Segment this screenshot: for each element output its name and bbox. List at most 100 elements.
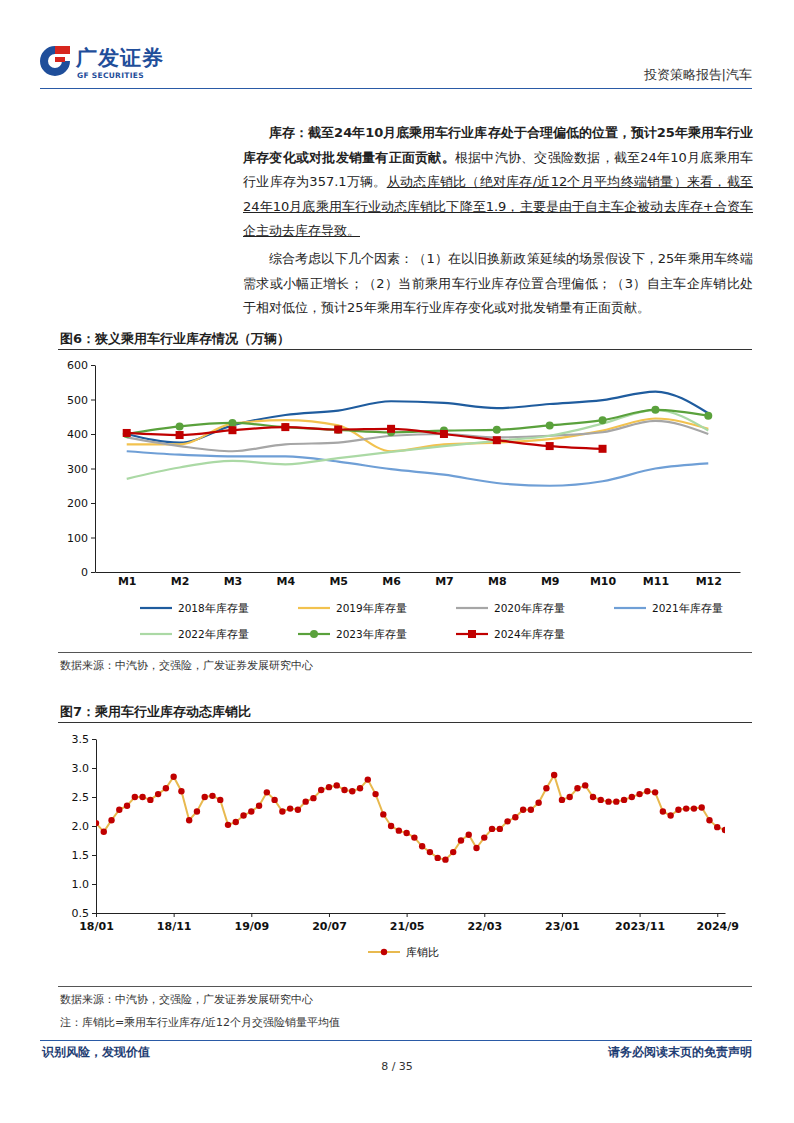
legend-label: 2019年库存量 xyxy=(336,602,407,614)
x-tick: M8 xyxy=(488,572,507,588)
y-tick-mark xyxy=(91,538,95,539)
x-axis-line xyxy=(96,572,741,573)
x-tick-label: M4 xyxy=(277,575,296,588)
data-point xyxy=(170,774,176,780)
legend-marker xyxy=(381,949,387,955)
y-tick-label: 1.0 xyxy=(72,878,90,891)
y-tick: 300 xyxy=(67,463,95,476)
series-line xyxy=(127,421,709,451)
x-tick-label: M8 xyxy=(488,575,507,588)
x-tick-label: 2023/11 xyxy=(615,920,665,933)
x-tick-mark xyxy=(640,913,641,917)
x-tick-mark xyxy=(407,913,408,917)
data-point xyxy=(209,793,215,799)
y-tick-mark xyxy=(91,572,95,573)
data-point xyxy=(714,824,720,830)
legend-item: 2019年库存量 xyxy=(298,602,407,614)
x-tick: M6 xyxy=(382,572,401,588)
y-tick-label: 2.0 xyxy=(72,820,90,833)
data-point xyxy=(704,412,712,420)
y-tick-label: 0.5 xyxy=(72,907,90,920)
x-tick: M11 xyxy=(643,572,669,588)
data-point xyxy=(202,794,208,800)
data-point xyxy=(675,807,681,813)
x-tick-mark xyxy=(329,913,330,917)
logo-shape xyxy=(55,57,65,62)
figure-rule xyxy=(58,986,752,987)
plot-area xyxy=(123,392,713,486)
y-tick-mark xyxy=(92,739,96,740)
x-tick: 2023/11 xyxy=(615,913,665,933)
legend-item: 库销比 xyxy=(368,946,439,958)
footer-rule xyxy=(40,1040,752,1041)
legend-label: 2018年库存量 xyxy=(178,602,249,614)
data-point xyxy=(598,797,604,803)
legend-item: 2022年库存量 xyxy=(140,628,249,640)
data-point xyxy=(176,422,184,430)
data-point xyxy=(419,843,425,849)
x-tick: 18/11 xyxy=(157,913,192,933)
x-tick-label: M9 xyxy=(541,575,560,588)
data-point xyxy=(334,426,342,434)
x-axis-line xyxy=(97,913,726,914)
y-tick-mark xyxy=(92,884,96,885)
footer-right: 请务必阅读末页的免责声明 xyxy=(608,1044,752,1061)
x-tick-label: 21/05 xyxy=(390,920,425,933)
series-markers xyxy=(96,772,725,863)
data-point xyxy=(652,789,658,795)
x-tick-label: M11 xyxy=(643,575,669,588)
x-tick-mark xyxy=(174,913,175,917)
y-tick-mark xyxy=(92,797,96,798)
x-tick: M5 xyxy=(329,572,348,588)
data-point xyxy=(442,856,448,862)
legend-label: 库销比 xyxy=(406,946,439,958)
data-point xyxy=(194,808,200,814)
y-tick: 0.5 xyxy=(72,907,97,920)
data-point xyxy=(101,829,107,835)
data-point xyxy=(123,429,131,437)
data-point xyxy=(132,794,138,800)
x-tick-label: 20/07 xyxy=(312,920,347,933)
y-tick-mark xyxy=(91,400,95,401)
data-point xyxy=(493,426,501,434)
data-point xyxy=(256,803,262,809)
x-tick-label: 22/03 xyxy=(467,920,502,933)
x-tick: M12 xyxy=(696,572,722,588)
data-point xyxy=(176,431,184,439)
y-tick: 400 xyxy=(67,428,95,441)
y-tick: 500 xyxy=(67,394,95,407)
data-point xyxy=(528,807,534,813)
figure-rule xyxy=(58,652,752,653)
legend-item: 2021年库存量 xyxy=(614,602,723,614)
page: 广发证券GF SECURITIES投资策略报告|汽车库存：截至24年10月底乘用… xyxy=(0,0,794,1123)
data-point xyxy=(380,811,386,817)
x-tick-label: 23/01 xyxy=(545,920,580,933)
x-tick: 2024/9 xyxy=(697,913,739,933)
y-axis-line xyxy=(96,740,97,914)
y-tick: 600 xyxy=(67,359,95,372)
legend: 2018年库存量2019年库存量2020年库存量2021年库存量2022年库存量… xyxy=(140,602,723,640)
data-point xyxy=(683,805,689,811)
data-point xyxy=(178,788,184,794)
data-point xyxy=(434,855,440,861)
data-point xyxy=(636,791,642,797)
data-point xyxy=(388,823,394,829)
legend-swatch xyxy=(456,607,488,609)
y-tick-label: 3.5 xyxy=(72,733,90,746)
data-point xyxy=(357,785,363,791)
x-tick-label: 2024/9 xyxy=(697,920,739,933)
x-tick-mark xyxy=(717,913,718,917)
data-point xyxy=(535,800,541,806)
paragraph: 综合考虑以下几个因素：（1）在以旧换新政策延续的场景假设下，25年乘用车终端需求… xyxy=(243,247,753,321)
data-point xyxy=(466,832,472,838)
legend-marker xyxy=(310,630,318,638)
data-point xyxy=(228,419,236,427)
data-point xyxy=(302,798,308,804)
data-point xyxy=(489,826,495,832)
page-number: 8 / 35 xyxy=(0,1060,794,1073)
y-tick-label: 400 xyxy=(67,428,88,441)
data-point xyxy=(512,814,518,820)
y-tick-mark xyxy=(91,434,95,435)
y-tick: 3.0 xyxy=(72,762,97,775)
series-line xyxy=(127,451,709,486)
